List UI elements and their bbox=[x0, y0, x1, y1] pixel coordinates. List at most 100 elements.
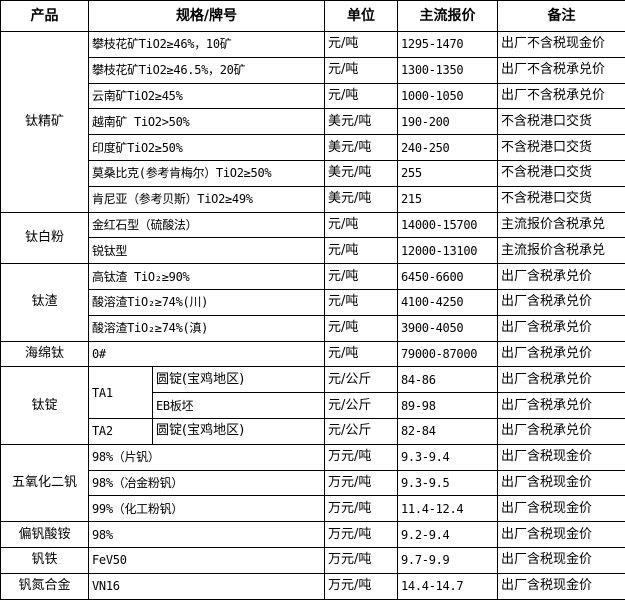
note-cell: 出厂含税承兑价 bbox=[498, 367, 625, 393]
spec-cell: 高钛渣 TiO₂≥90% bbox=[89, 264, 325, 290]
unit-cell: 元/吨 bbox=[325, 341, 398, 367]
unit-cell: 元/吨 bbox=[325, 238, 398, 264]
unit-cell: 美元/吨 bbox=[325, 160, 398, 186]
price-cell: 215 bbox=[398, 186, 498, 212]
header-row: 产品 规格/牌号 单位 主流报价 备注 bbox=[1, 1, 625, 32]
spec-cell: 锐钛型 bbox=[89, 238, 325, 264]
price-cell: 14.4-14.7 bbox=[398, 573, 498, 599]
unit-cell: 元/吨 bbox=[325, 212, 398, 238]
unit-cell: 美元/吨 bbox=[325, 135, 398, 161]
table-row: 钛锭 TA1 圆锭(宝鸡地区) 元/公斤 84-86 出厂含税承兑价 bbox=[1, 367, 625, 393]
price-cell: 12000-13100 bbox=[398, 238, 498, 264]
unit-cell: 万元/吨 bbox=[325, 547, 398, 573]
price-cell: 255 bbox=[398, 160, 498, 186]
grade-cell: TA1 bbox=[89, 367, 153, 419]
note-cell: 出厂不含税承兑价 bbox=[498, 57, 625, 83]
spec-cell: 99%（化工粉钒） bbox=[89, 496, 325, 522]
unit-cell: 元/公斤 bbox=[325, 418, 398, 444]
spec-cell: 98%（冶金粉钒） bbox=[89, 470, 325, 496]
price-cell: 4100-4250 bbox=[398, 289, 498, 315]
note-cell: 出厂含税现金价 bbox=[498, 547, 625, 573]
unit-cell: 元/公斤 bbox=[325, 393, 398, 419]
spec-cell: 越南矿 TiO2>50% bbox=[89, 109, 325, 135]
spec-cell: EB板坯 bbox=[153, 393, 325, 419]
price-cell: 6450-6600 bbox=[398, 264, 498, 290]
note-cell: 出厂含税现金价 bbox=[498, 573, 625, 599]
note-cell: 出厂含税现金价 bbox=[498, 444, 625, 470]
unit-cell: 元/吨 bbox=[325, 315, 398, 341]
price-cell: 89-98 bbox=[398, 393, 498, 419]
unit-cell: 美元/吨 bbox=[325, 109, 398, 135]
note-cell: 出厂含税承兑价 bbox=[498, 315, 625, 341]
unit-cell: 万元/吨 bbox=[325, 522, 398, 548]
spec-cell: 圆锭(宝鸡地区) bbox=[153, 367, 325, 393]
unit-cell: 元/吨 bbox=[325, 57, 398, 83]
spec-cell: 印度矿TiO2≥50% bbox=[89, 135, 325, 161]
price-cell: 82-84 bbox=[398, 418, 498, 444]
price-cell: 9.7-9.9 bbox=[398, 547, 498, 573]
spec-cell: 莫桑比克(参考肯梅尔）TiO2≥50% bbox=[89, 160, 325, 186]
price-cell: 9.3-9.5 bbox=[398, 470, 498, 496]
unit-cell: 元/公斤 bbox=[325, 367, 398, 393]
spec-cell: VN16 bbox=[89, 573, 325, 599]
spec-cell: 酸溶渣TiO₂≥74%(滇) bbox=[89, 315, 325, 341]
price-cell: 1300-1350 bbox=[398, 57, 498, 83]
price-cell: 3900-4050 bbox=[398, 315, 498, 341]
spec-cell: 攀枝花矿TiO2≥46%，10矿 bbox=[89, 32, 325, 58]
note-cell: 不含税港口交货 bbox=[498, 109, 625, 135]
price-cell: 240-250 bbox=[398, 135, 498, 161]
note-cell: 出厂含税承兑价 bbox=[498, 264, 625, 290]
price-cell: 1295-1470 bbox=[398, 32, 498, 58]
spec-cell: 98% bbox=[89, 522, 325, 548]
header-price: 主流报价 bbox=[398, 1, 498, 32]
grade-cell: TA2 bbox=[89, 418, 153, 444]
header-product: 产品 bbox=[1, 1, 89, 32]
product-cell: 钛渣 bbox=[1, 264, 89, 341]
product-cell: 钛白粉 bbox=[1, 212, 89, 264]
table-row: TA2 圆锭(宝鸡地区) 元/公斤 82-84 出厂含税承兑价 bbox=[1, 418, 625, 444]
spec-cell: 攀枝花矿TiO2≥46.5%，20矿 bbox=[89, 57, 325, 83]
product-cell: 钛锭 bbox=[1, 367, 89, 444]
spec-cell: FeV50 bbox=[89, 547, 325, 573]
note-cell: 主流报价含税承兑 bbox=[498, 212, 625, 238]
price-cell: 79000-87000 bbox=[398, 341, 498, 367]
note-cell: 出厂含税现金价 bbox=[498, 522, 625, 548]
note-cell: 出厂含税承兑价 bbox=[498, 289, 625, 315]
note-cell: 出厂含税现金价 bbox=[498, 470, 625, 496]
unit-cell: 元/吨 bbox=[325, 264, 398, 290]
note-cell: 出厂含税现金价 bbox=[498, 496, 625, 522]
unit-cell: 元/吨 bbox=[325, 289, 398, 315]
header-spec: 规格/牌号 bbox=[89, 1, 325, 32]
spec-cell: 云南矿TiO2≥45% bbox=[89, 83, 325, 109]
product-cell: 钛精矿 bbox=[1, 32, 89, 213]
unit-cell: 元/吨 bbox=[325, 83, 398, 109]
product-cell: 偏钒酸铵 bbox=[1, 522, 89, 548]
unit-cell: 万元/吨 bbox=[325, 573, 398, 599]
note-cell: 不含税港口交货 bbox=[498, 135, 625, 161]
note-cell: 出厂含税承兑价 bbox=[498, 393, 625, 419]
note-cell: 不含税港口交货 bbox=[498, 186, 625, 212]
price-cell: 190-200 bbox=[398, 109, 498, 135]
note-cell: 出厂不含税承兑价 bbox=[498, 83, 625, 109]
spec-cell: 圆锭(宝鸡地区) bbox=[153, 418, 325, 444]
price-cell: 9.2-9.4 bbox=[398, 522, 498, 548]
price-cell: 1000-1050 bbox=[398, 83, 498, 109]
